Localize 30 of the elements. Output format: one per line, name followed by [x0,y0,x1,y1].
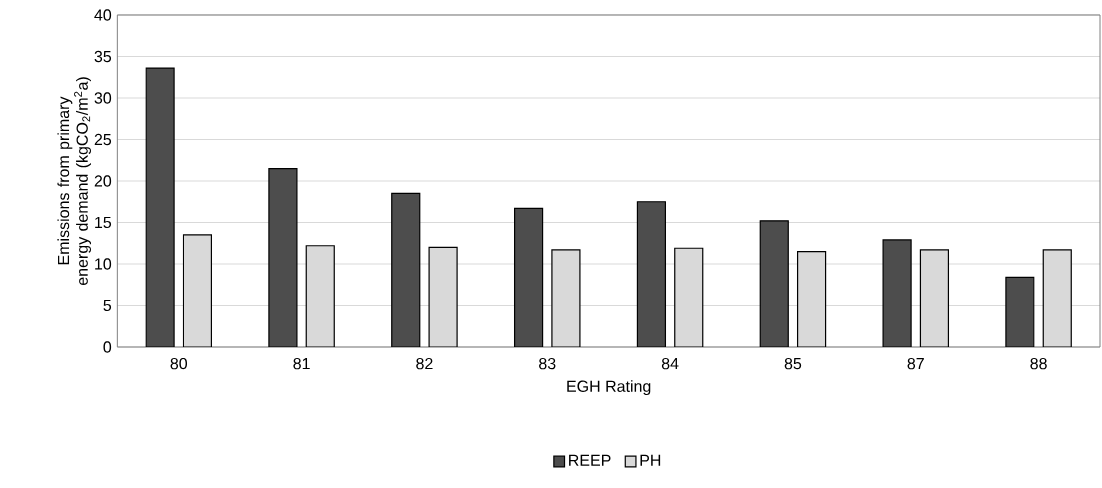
bar [268,167,298,347]
x-tick-label: 87 [907,357,924,370]
x-tick-label: 80 [170,357,188,370]
bar [513,207,544,347]
y-tick-label: 35 [94,50,112,63]
y-tick-label: 30 [94,92,112,104]
y-tick-label: 0 [103,341,112,353]
x-tick-label: 82 [416,357,433,370]
bar [882,239,912,347]
x-axis-title: EGH Rating [567,380,651,396]
x-tick-label: 83 [539,357,556,370]
bar [428,246,458,347]
y-tick-label: 25 [94,133,112,146]
y-tick-label: 5 [103,299,112,312]
bar [145,67,175,347]
x-tick-label: 88 [1030,357,1047,370]
bar [1005,276,1035,347]
y-tick-label: 20 [94,175,112,187]
bar [551,249,581,347]
y-tick-label: 15 [95,216,112,229]
bar [391,192,421,347]
y-tick-label: 40 [94,9,112,21]
x-tick-label: 81 [293,357,310,370]
y-tick-label: 10 [95,258,112,270]
x-tick-label: 85 [784,357,802,370]
legend-label: PH [640,454,661,466]
legend-label: REEP [569,454,611,466]
x-tick-label: 84 [661,357,679,370]
bar [759,220,789,347]
bar [636,201,667,347]
